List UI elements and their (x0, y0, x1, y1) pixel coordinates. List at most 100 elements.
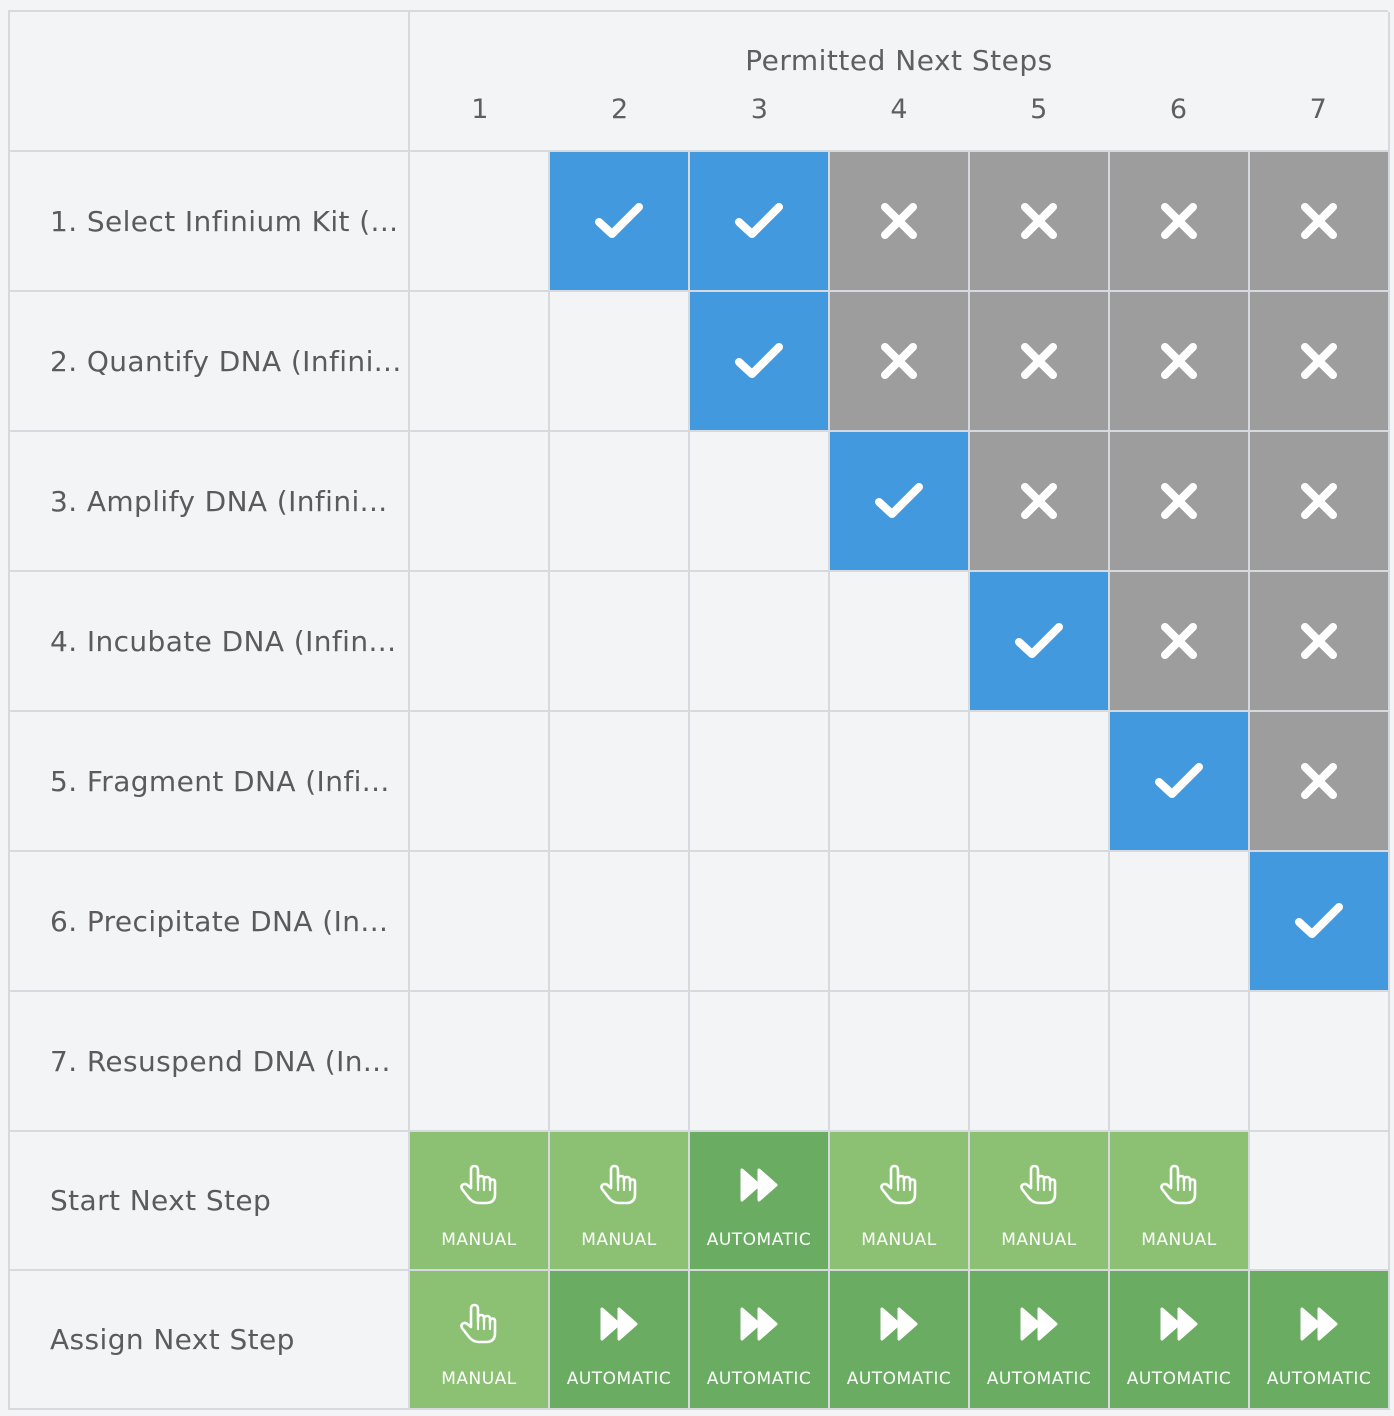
x-icon (879, 201, 919, 241)
not-permitted-cell[interactable] (830, 292, 970, 432)
mode-icon-wrapper (599, 1301, 639, 1347)
corner-cell (10, 12, 410, 152)
mode-icon-wrapper (879, 1162, 919, 1208)
x-icon (1019, 341, 1059, 381)
column-number-3: 3 (750, 94, 768, 125)
mode-icon-wrapper (739, 1162, 779, 1208)
mode-label: MANUAL (1001, 1230, 1077, 1250)
not-permitted-cell[interactable] (1250, 712, 1390, 852)
hand-pointer-icon (1159, 1164, 1199, 1206)
fast-forward-icon (1159, 1306, 1199, 1342)
check-icon (734, 201, 784, 241)
x-icon (1299, 621, 1339, 661)
empty-cell (970, 712, 1110, 852)
assign-next-step-automatic-toggle[interactable]: AUTOMATIC (830, 1271, 970, 1410)
empty-cell (830, 992, 970, 1132)
empty-cell (690, 852, 830, 992)
empty-cell (690, 572, 830, 712)
empty-cell (970, 852, 1110, 992)
assign-next-step-automatic-toggle[interactable]: AUTOMATIC (970, 1271, 1110, 1410)
mode-icon-wrapper (1299, 1301, 1339, 1347)
not-permitted-cell[interactable] (1250, 292, 1390, 432)
start-next-step-label: Start Next Step (10, 1132, 410, 1271)
start-next-step-manual-toggle[interactable]: MANUAL (970, 1132, 1110, 1271)
check-icon (874, 481, 924, 521)
mode-label: AUTOMATIC (986, 1369, 1092, 1389)
x-icon (1159, 481, 1199, 521)
empty-cell (830, 572, 970, 712)
empty-cell (410, 852, 550, 992)
not-permitted-cell[interactable] (970, 432, 1110, 572)
not-permitted-cell[interactable] (1250, 572, 1390, 712)
fast-forward-icon (599, 1306, 639, 1342)
empty-cell (690, 992, 830, 1132)
hand-pointer-icon (1019, 1164, 1059, 1206)
empty-cell (970, 992, 1110, 1132)
mode-icon-wrapper (1159, 1162, 1199, 1208)
mode-label: AUTOMATIC (706, 1369, 812, 1389)
not-permitted-cell[interactable] (830, 152, 970, 292)
mode-label: MANUAL (581, 1230, 657, 1250)
start-next-step-manual-toggle[interactable]: MANUAL (410, 1132, 550, 1271)
assign-next-step-automatic-toggle[interactable]: AUTOMATIC (1110, 1271, 1250, 1410)
start-next-step-manual-toggle[interactable]: MANUAL (550, 1132, 690, 1271)
empty-cell (410, 992, 550, 1132)
not-permitted-cell[interactable] (1110, 292, 1250, 432)
permitted-cell[interactable] (970, 572, 1110, 712)
permitted-cell[interactable] (550, 152, 690, 292)
mode-label: AUTOMATIC (1126, 1369, 1232, 1389)
x-icon (1019, 481, 1059, 521)
column-number-6: 6 (1169, 94, 1188, 125)
start-next-step-manual-toggle[interactable]: MANUAL (830, 1132, 970, 1271)
fast-forward-icon (739, 1306, 779, 1342)
empty-cell (1110, 992, 1250, 1132)
assign-next-step-automatic-toggle[interactable]: AUTOMATIC (550, 1271, 690, 1410)
fast-forward-icon (739, 1167, 779, 1203)
mode-icon-wrapper (1019, 1301, 1059, 1347)
column-number-5: 5 (1030, 94, 1048, 125)
not-permitted-cell[interactable] (970, 292, 1110, 432)
empty-cell (550, 992, 690, 1132)
column-header: Permitted Next Steps 1 2 3 4 5 6 7 (410, 12, 1390, 152)
permitted-cell[interactable] (690, 152, 830, 292)
not-permitted-cell[interactable] (1250, 152, 1390, 292)
x-icon (1159, 201, 1199, 241)
fast-forward-icon (879, 1306, 919, 1342)
x-icon (1159, 621, 1199, 661)
mode-label: MANUAL (441, 1369, 517, 1389)
permitted-cell[interactable] (1110, 712, 1250, 852)
empty-cell (550, 292, 690, 432)
permitted-cell[interactable] (1250, 852, 1390, 992)
empty-cell (1110, 852, 1250, 992)
not-permitted-cell[interactable] (970, 152, 1110, 292)
step-row-label: 2. Quantify DNA (Infini... (10, 292, 410, 432)
check-icon (1154, 761, 1204, 801)
mode-label: AUTOMATIC (1266, 1369, 1372, 1389)
column-number-2: 2 (610, 94, 629, 125)
assign-next-step-automatic-toggle[interactable]: AUTOMATIC (1250, 1271, 1390, 1410)
empty-cell (410, 432, 550, 572)
mode-label: MANUAL (441, 1230, 517, 1250)
x-icon (879, 341, 919, 381)
x-icon (1299, 201, 1339, 241)
check-icon (734, 341, 784, 381)
start-next-step-manual-toggle[interactable]: MANUAL (1110, 1132, 1250, 1271)
permitted-next-steps-grid: Permitted Next Steps 1 2 3 4 5 6 7 1. Se… (8, 10, 1390, 1410)
hand-pointer-icon (879, 1164, 919, 1206)
permitted-cell[interactable] (690, 292, 830, 432)
x-icon (1159, 341, 1199, 381)
empty-cell (830, 712, 970, 852)
x-icon (1299, 481, 1339, 521)
not-permitted-cell[interactable] (1250, 432, 1390, 572)
start-next-step-automatic-toggle[interactable]: AUTOMATIC (690, 1132, 830, 1271)
step-row-label: 7. Resuspend DNA (In... (10, 992, 410, 1132)
empty-cell (550, 432, 690, 572)
assign-next-step-automatic-toggle[interactable]: AUTOMATIC (690, 1271, 830, 1410)
not-permitted-cell[interactable] (1110, 432, 1250, 572)
not-permitted-cell[interactable] (1110, 572, 1250, 712)
step-row-label: 6. Precipitate DNA (In... (10, 852, 410, 992)
step-row-label: 5. Fragment DNA (Infi... (10, 712, 410, 852)
permitted-cell[interactable] (830, 432, 970, 572)
not-permitted-cell[interactable] (1110, 152, 1250, 292)
assign-next-step-manual-toggle[interactable]: MANUAL (410, 1271, 550, 1410)
